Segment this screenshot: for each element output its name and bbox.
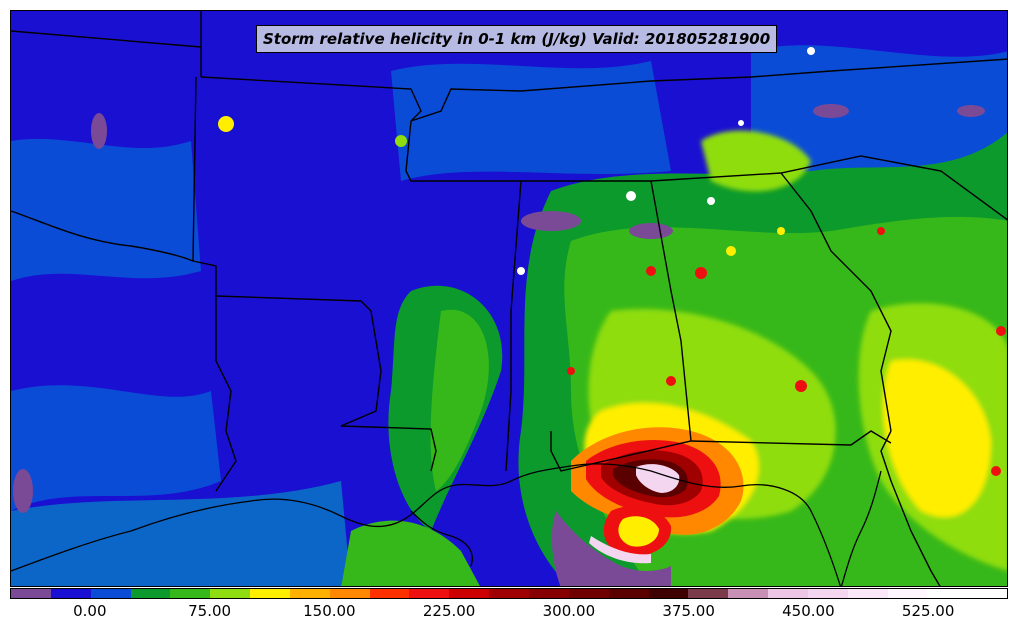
colorbar-segment xyxy=(409,589,450,598)
colorbar xyxy=(10,588,1008,599)
colorbar-tick-labels: 0.00 75.00 150.00 225.00 300.00 375.00 450.00 5… xyxy=(0,602,1018,626)
colorbar-segment xyxy=(210,589,251,598)
negative-helicity-patches xyxy=(13,104,985,513)
colorbar-segment xyxy=(608,589,649,598)
hurricane-core xyxy=(551,427,744,586)
colorbar-tick-label: 75.00 xyxy=(188,602,232,620)
colorbar-segment xyxy=(528,589,569,598)
colorbar-segment xyxy=(369,589,410,598)
colorbar-tick-label: 150.00 xyxy=(303,602,356,620)
gulf-coastline xyxy=(11,463,882,586)
colorbar-segment xyxy=(807,589,848,598)
colorbar-segment xyxy=(289,589,330,598)
colorbar-segment xyxy=(688,589,729,598)
colorbar-segment xyxy=(329,589,370,598)
colorbar-segment xyxy=(449,589,490,598)
map-title: Storm relative helicity in 0-1 km (J/kg)… xyxy=(256,25,778,53)
colorbar-segment xyxy=(847,589,888,598)
colorbar-tick-label: 450.00 xyxy=(782,602,835,620)
colorbar-segment xyxy=(130,589,171,598)
colorbar-tick-label: 525.00 xyxy=(901,602,955,620)
colorbar-segment xyxy=(927,589,968,598)
colorbar-segment xyxy=(489,589,529,598)
colorbar-segment xyxy=(887,589,928,598)
colorbar-segment xyxy=(728,589,769,598)
colorbar-segment xyxy=(568,589,609,598)
colorbar-segment xyxy=(648,589,689,598)
colorbar-segment xyxy=(50,589,91,598)
colorbar-segment xyxy=(768,589,808,598)
state-boundaries xyxy=(11,11,1007,586)
colorbar-tick-label: 300.00 xyxy=(542,602,596,620)
colorbar-tick-label: 375.00 xyxy=(662,602,715,620)
colorbar-segment xyxy=(967,589,1008,598)
colorbar-tick-label: 0.00 xyxy=(73,602,107,620)
convective-cells xyxy=(218,47,1006,476)
colorbar-segment xyxy=(90,589,131,598)
helicity-map xyxy=(11,11,1007,586)
low-helicity-field xyxy=(11,45,1007,586)
colorbar-segment xyxy=(11,589,51,598)
colorbar-tick-label: 225.00 xyxy=(422,602,476,620)
colorbar-segment xyxy=(250,589,290,598)
colorbar-segment xyxy=(170,589,211,598)
map-panel: Storm relative helicity in 0-1 km (J/kg)… xyxy=(10,10,1008,587)
